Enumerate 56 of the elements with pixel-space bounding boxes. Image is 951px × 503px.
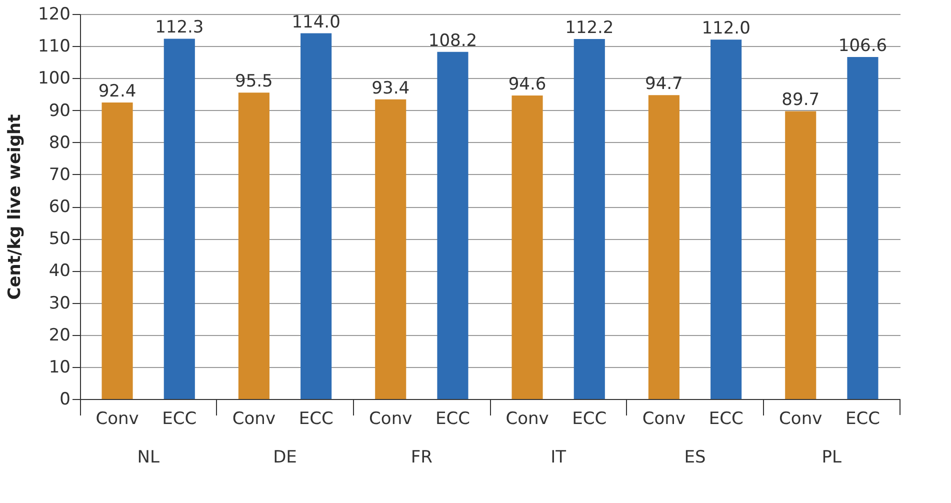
- text: ECC: [572, 409, 607, 429]
- text: Conv: [779, 409, 822, 429]
- bar: [574, 39, 605, 399]
- y-tick-label: 30: [48, 293, 70, 314]
- y-tick-label: 100: [38, 68, 70, 89]
- data-label: 94.7: [645, 74, 683, 94]
- y-tick-label: 70: [48, 164, 70, 185]
- bar: [648, 95, 680, 399]
- bar: [238, 92, 270, 399]
- text: ECC: [435, 409, 470, 429]
- y-tick-label: 0: [60, 390, 70, 410]
- y-tick-label: 40: [48, 261, 70, 282]
- text: ECC: [162, 409, 197, 429]
- y-tick-label: 120: [38, 4, 70, 24]
- text: Conv: [642, 409, 686, 429]
- y-tick-label: 90: [48, 100, 70, 121]
- y-tick-label: 50: [48, 229, 70, 250]
- x-tick-label: IT: [550, 448, 567, 468]
- series-label: ECC: [708, 409, 744, 429]
- bar: [300, 33, 332, 399]
- y-tick-label: 10: [48, 357, 70, 378]
- x-tick-label: DE: [273, 448, 297, 468]
- data-label: 94.6: [508, 74, 546, 94]
- data-label: 112.0: [702, 18, 750, 39]
- data-label: 92.4: [98, 82, 136, 102]
- y-tick-label: 80: [48, 132, 70, 153]
- data-label: 106.6: [838, 36, 888, 56]
- data-label: 108.2: [428, 30, 478, 51]
- text: ECC: [298, 409, 334, 429]
- bar: [512, 95, 543, 399]
- data-label: 112.3: [155, 18, 204, 38]
- bar: [437, 52, 468, 399]
- data-label: 112.2: [565, 18, 614, 38]
- y-tick-label: 60: [48, 197, 70, 217]
- bar: [847, 56, 878, 399]
- x-tick-label: ES: [684, 448, 706, 468]
- text: ECC: [845, 409, 880, 429]
- data-label: 93.4: [372, 78, 410, 98]
- bar: [375, 99, 406, 399]
- y-tick-label: 110: [38, 36, 70, 57]
- bar: [164, 38, 195, 399]
- data-label: 89.7: [782, 90, 820, 110]
- bar: [102, 102, 133, 399]
- x-tick-label: PL: [822, 448, 842, 468]
- y-axis-title: Cent/kg live weight: [5, 114, 26, 300]
- data-label: 95.5: [235, 72, 273, 92]
- text: Conv: [506, 409, 549, 429]
- text: Conv: [369, 409, 412, 429]
- data-label: 114.0: [292, 12, 340, 32]
- x-tick-label: FR: [410, 448, 433, 468]
- y-tick-label: 20: [48, 325, 70, 346]
- x-tick-label: NL: [137, 448, 160, 468]
- bar: [710, 40, 742, 399]
- series-label: Conv: [96, 409, 139, 429]
- bar: [785, 111, 816, 399]
- text: Conv: [232, 409, 276, 429]
